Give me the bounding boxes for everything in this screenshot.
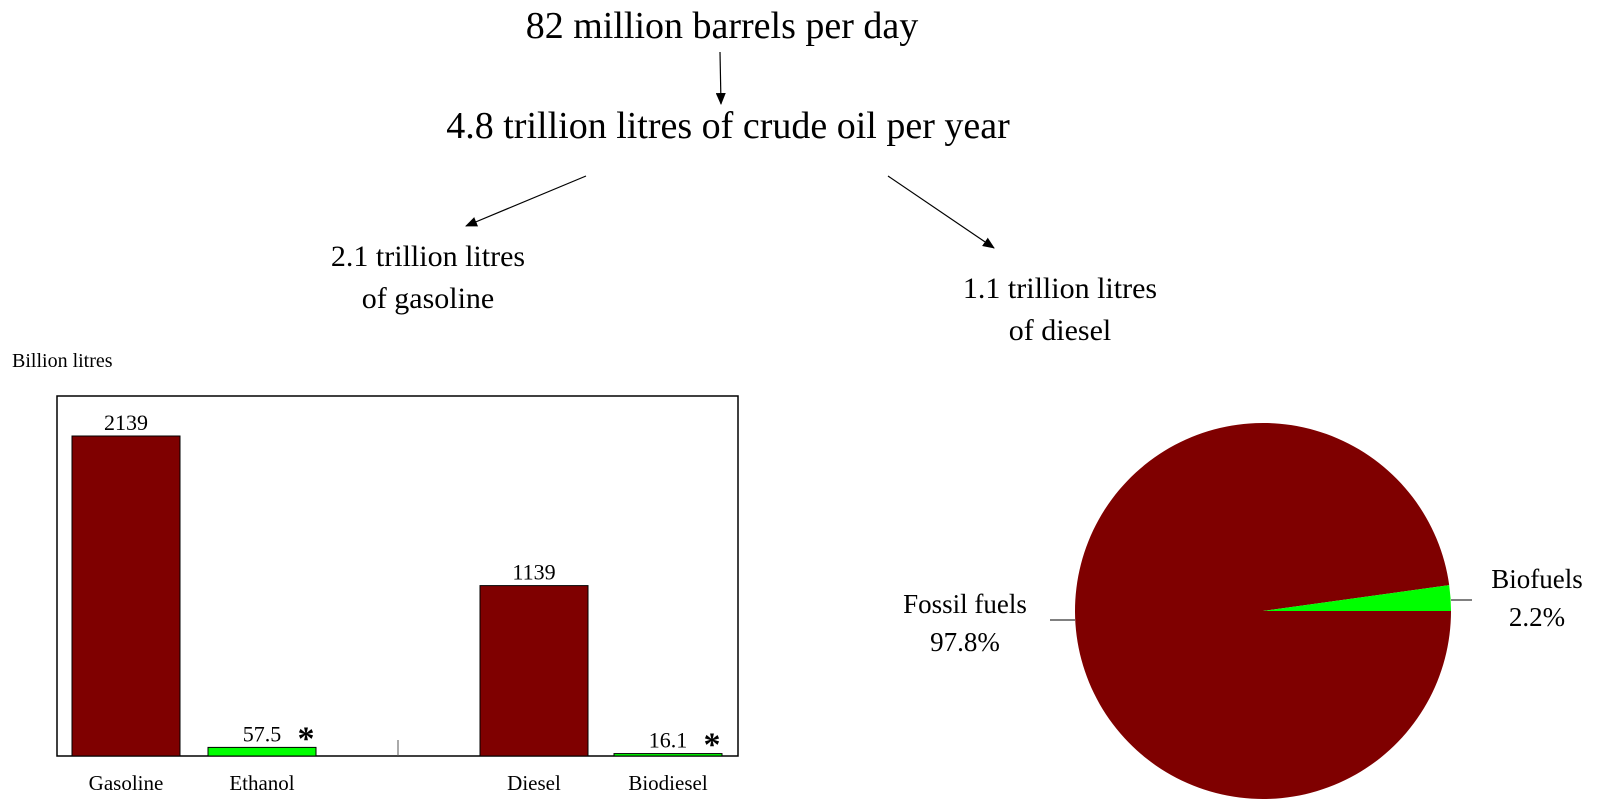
bar-category-label: Gasoline — [89, 771, 164, 795]
diesel-branch-line2: of diesel — [1008, 314, 1112, 347]
flow-arrow-down — [715, 51, 726, 105]
bar-value-label: 16.1 — [649, 728, 688, 753]
flow-top-label: 82 million barrels per day — [525, 5, 919, 47]
flow-arrow-to-gasoline — [465, 175, 587, 227]
bar-value-label: 1139 — [512, 560, 555, 585]
bar-category-label: Ethanol — [229, 771, 294, 795]
bar-value-label: 57.5 — [243, 721, 282, 746]
flow-arrow-to-diesel — [887, 175, 995, 249]
bar-category-label: Biodiesel — [628, 771, 707, 795]
diesel-branch-line1: 1.1 trillion litres — [962, 272, 1158, 305]
bar-gasoline — [71, 435, 181, 757]
gasoline-branch-line2: of gasoline — [361, 282, 495, 315]
pie-chart: Fossil fuels 97.8% Biofuels 2.2% — [903, 422, 1583, 799]
bar-asterisk-marker: * — [704, 727, 721, 764]
pie-label-fossil-fuels: Fossil fuels — [903, 589, 1027, 619]
pie-slice-fossil-fuels — [1075, 422, 1451, 799]
pie-slice-biofuels — [1263, 585, 1451, 611]
pie-pct-biofuels: 2.2% — [1509, 602, 1565, 632]
gasoline-branch-label: 2.1 trillion litres of gasoline — [278, 236, 578, 320]
flow-crude-label: 4.8 trillion litres of crude oil per yea… — [446, 105, 1010, 147]
pie-label-biofuels: Biofuels — [1491, 564, 1583, 594]
bar-asterisk-marker: * — [298, 720, 315, 757]
bar-biodiesel — [613, 753, 723, 757]
bar-diesel — [479, 585, 589, 757]
diesel-branch-label: 1.1 trillion litres of diesel — [910, 268, 1210, 352]
bar-value-label: 2139 — [104, 410, 148, 435]
gasoline-branch-line1: 2.1 trillion litres — [330, 240, 526, 273]
bar-category-label: Diesel — [507, 771, 561, 795]
bar-chart-ylabel: Billion litres — [12, 350, 113, 372]
bar-ethanol — [207, 746, 317, 757]
pie-pct-fossil-fuels: 97.8% — [930, 627, 1000, 657]
